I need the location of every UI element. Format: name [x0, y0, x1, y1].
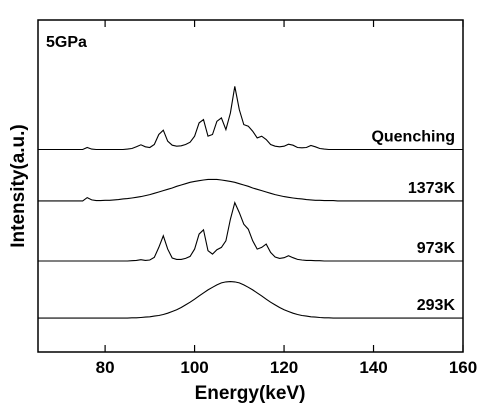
x-tick-label: 120 — [270, 358, 298, 377]
series-label: 1373K — [408, 180, 456, 197]
y-axis-label: Intensity(a.u.) — [8, 124, 29, 248]
series-line — [38, 86, 463, 151]
series-label: Quenching — [371, 128, 455, 145]
series-line — [38, 200, 463, 262]
series-label: 293K — [417, 297, 456, 314]
x-tick-label: 100 — [180, 358, 208, 377]
x-tick-label: 160 — [449, 358, 477, 377]
plot-frame — [37, 19, 464, 353]
x-axis-label: Energy(keV) — [195, 383, 306, 404]
series-label: 973K — [417, 240, 456, 257]
x-tick-label: 140 — [359, 358, 387, 377]
series-line — [38, 281, 463, 319]
series-line — [38, 178, 463, 202]
annotation: 5GPa — [46, 34, 87, 51]
x-tick-label: 80 — [96, 358, 115, 377]
